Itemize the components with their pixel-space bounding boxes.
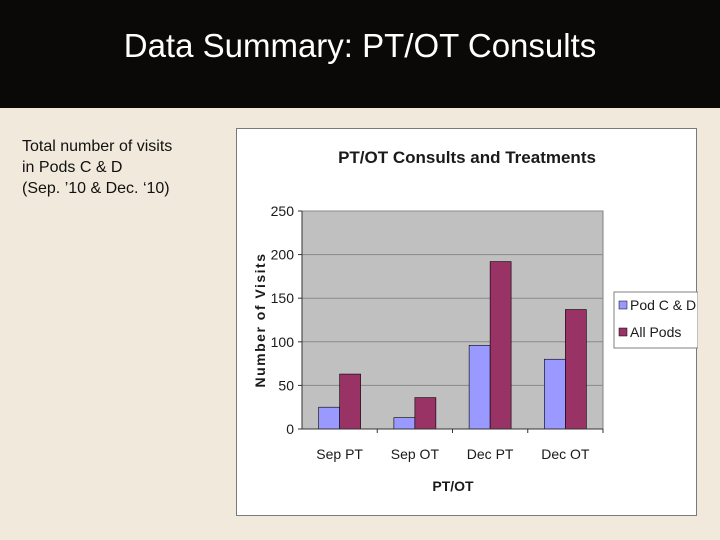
bar-pod-cd (544, 358, 566, 430)
chart: PT/OT Consults and Treatments 0 50 100 150 2… (252, 148, 698, 494)
x-tick-label: Sep PT (316, 446, 363, 462)
legend: Pod C & D All Pods (613, 291, 698, 349)
bar-all-pods (414, 397, 437, 430)
x-tick-label: Dec PT (467, 446, 514, 462)
y-tick-label: 150 (271, 290, 295, 306)
bar-all-pods (489, 261, 512, 430)
bar-pod-cd (468, 344, 491, 430)
legend-swatch-pod-cd (618, 300, 628, 310)
legend-label-pod-cd: Pod C & D (630, 297, 696, 313)
bar-all-pods (565, 309, 587, 430)
tick-layer: 0 50 100 150 200 250 Sep PT Sep OT Dec PT Dec OT (271, 203, 604, 462)
y-tick-label: 250 (271, 203, 295, 219)
slide-title: Data Summary: PT/OT Consults (123, 27, 597, 64)
legend-label-all-pods: All Pods (630, 324, 681, 340)
y-tick-label: 50 (278, 377, 294, 393)
y-tick-label: 0 (286, 421, 294, 437)
side-text-line: Total number of visits (22, 138, 173, 155)
title-bar: Data Summary: PT/OT Consults (0, 0, 720, 108)
x-tick-label: Sep OT (391, 446, 440, 462)
x-axis-label: PT/OT (432, 478, 474, 494)
side-text-line: (Sep. ’10 & Dec. ‘10) (22, 180, 170, 197)
bar-pod-cd (393, 417, 416, 430)
y-tick-label: 200 (271, 247, 295, 263)
chart-title: PT/OT Consults and Treatments (338, 148, 596, 167)
chart-frame: PT/OT Consults and Treatments 0 50 100 150 2… (236, 128, 698, 516)
y-axis-label: Number of Visits (252, 253, 268, 388)
bar-all-pods (339, 373, 361, 430)
legend-box (613, 291, 698, 349)
side-text: Total number of visits in Pods C & D (Se… (22, 136, 222, 199)
bar-pod-cd (318, 406, 340, 430)
y-tick-label: 100 (271, 334, 295, 350)
legend-swatch-all-pods (618, 327, 628, 337)
x-tick-label: Dec OT (541, 446, 590, 462)
side-text-line: in Pods C & D (22, 159, 123, 176)
